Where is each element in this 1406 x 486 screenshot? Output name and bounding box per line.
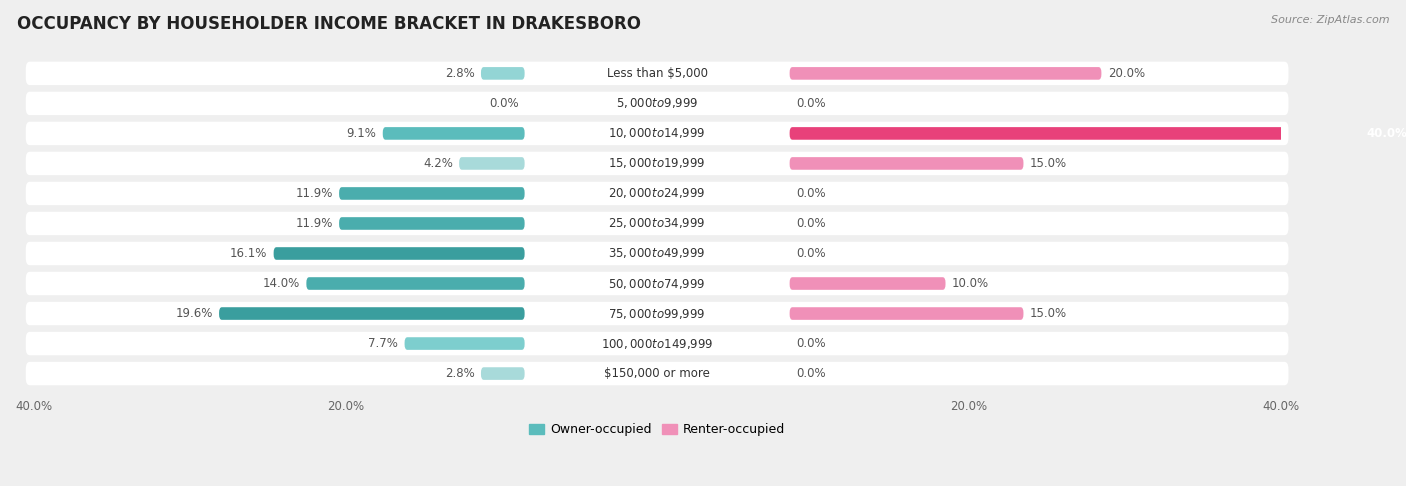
Text: $5,000 to $9,999: $5,000 to $9,999 [616, 96, 699, 110]
Text: 2.8%: 2.8% [444, 67, 475, 80]
Text: 10.0%: 10.0% [952, 277, 988, 290]
Text: 2.8%: 2.8% [444, 367, 475, 380]
Text: 14.0%: 14.0% [263, 277, 299, 290]
Legend: Owner-occupied, Renter-occupied: Owner-occupied, Renter-occupied [524, 418, 790, 441]
Text: $15,000 to $19,999: $15,000 to $19,999 [609, 156, 706, 171]
Text: 19.6%: 19.6% [176, 307, 212, 320]
FancyBboxPatch shape [25, 152, 1288, 175]
Text: 0.0%: 0.0% [796, 97, 825, 110]
Text: OCCUPANCY BY HOUSEHOLDER INCOME BRACKET IN DRAKESBORO: OCCUPANCY BY HOUSEHOLDER INCOME BRACKET … [17, 15, 641, 33]
Text: Less than $5,000: Less than $5,000 [606, 67, 707, 80]
FancyBboxPatch shape [25, 212, 1288, 235]
Text: 9.1%: 9.1% [347, 127, 377, 140]
Text: $75,000 to $99,999: $75,000 to $99,999 [609, 307, 706, 321]
Text: 16.1%: 16.1% [231, 247, 267, 260]
FancyBboxPatch shape [25, 182, 1288, 205]
FancyBboxPatch shape [25, 62, 1288, 85]
FancyBboxPatch shape [25, 122, 1288, 145]
Text: $20,000 to $24,999: $20,000 to $24,999 [609, 187, 706, 200]
Text: 0.0%: 0.0% [489, 97, 519, 110]
Text: 0.0%: 0.0% [796, 337, 825, 350]
Text: 0.0%: 0.0% [796, 367, 825, 380]
FancyBboxPatch shape [339, 187, 524, 200]
FancyBboxPatch shape [790, 307, 1024, 320]
FancyBboxPatch shape [25, 332, 1288, 355]
Text: $100,000 to $149,999: $100,000 to $149,999 [600, 336, 713, 350]
FancyBboxPatch shape [25, 362, 1288, 385]
Text: $10,000 to $14,999: $10,000 to $14,999 [609, 126, 706, 140]
FancyBboxPatch shape [219, 307, 524, 320]
Text: 4.2%: 4.2% [423, 157, 453, 170]
Text: 0.0%: 0.0% [796, 187, 825, 200]
FancyBboxPatch shape [790, 127, 1406, 140]
Text: 11.9%: 11.9% [295, 187, 333, 200]
Text: 11.9%: 11.9% [295, 217, 333, 230]
FancyBboxPatch shape [25, 302, 1288, 325]
FancyBboxPatch shape [25, 92, 1288, 115]
Text: Source: ZipAtlas.com: Source: ZipAtlas.com [1271, 15, 1389, 25]
FancyBboxPatch shape [460, 157, 524, 170]
Text: 15.0%: 15.0% [1029, 157, 1067, 170]
FancyBboxPatch shape [405, 337, 524, 350]
Text: $150,000 or more: $150,000 or more [605, 367, 710, 380]
Text: $35,000 to $49,999: $35,000 to $49,999 [609, 246, 706, 260]
Text: $25,000 to $34,999: $25,000 to $34,999 [609, 216, 706, 230]
Text: 0.0%: 0.0% [796, 247, 825, 260]
Text: 20.0%: 20.0% [1108, 67, 1144, 80]
FancyBboxPatch shape [790, 277, 945, 290]
FancyBboxPatch shape [339, 217, 524, 230]
FancyBboxPatch shape [790, 157, 1024, 170]
FancyBboxPatch shape [382, 127, 524, 140]
FancyBboxPatch shape [25, 272, 1288, 295]
FancyBboxPatch shape [790, 67, 1101, 80]
Text: 15.0%: 15.0% [1029, 307, 1067, 320]
Text: 40.0%: 40.0% [1367, 127, 1406, 140]
Text: 0.0%: 0.0% [796, 217, 825, 230]
FancyBboxPatch shape [274, 247, 524, 260]
FancyBboxPatch shape [307, 277, 524, 290]
FancyBboxPatch shape [481, 67, 524, 80]
FancyBboxPatch shape [25, 242, 1288, 265]
FancyBboxPatch shape [481, 367, 524, 380]
Text: 7.7%: 7.7% [368, 337, 398, 350]
Text: $50,000 to $74,999: $50,000 to $74,999 [609, 277, 706, 291]
